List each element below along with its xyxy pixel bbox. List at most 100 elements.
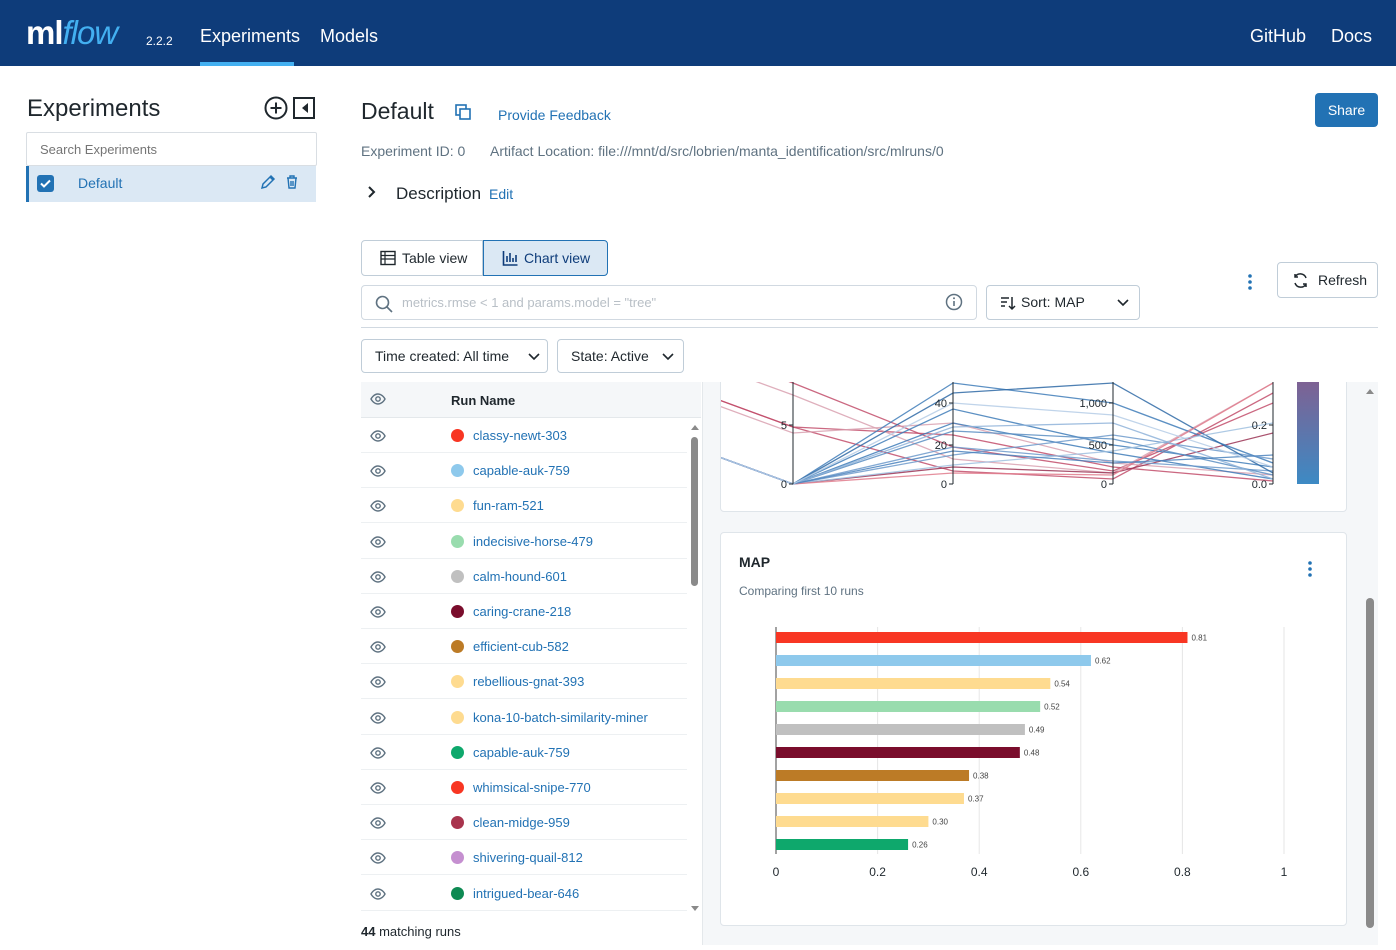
run-row[interactable]: rebellious-gnat-393 xyxy=(361,664,687,700)
visibility-icon[interactable] xyxy=(370,606,386,618)
run-row[interactable]: shivering-quail-812 xyxy=(361,840,687,876)
nav-models[interactable]: Models xyxy=(320,26,379,46)
mlflow-logo[interactable]: mlflow xyxy=(26,14,118,51)
run-name-link[interactable]: calm-hound-601 xyxy=(473,568,567,584)
run-name-link[interactable]: caring-crane-218 xyxy=(473,604,572,619)
visibility-icon[interactable] xyxy=(370,711,386,724)
run-color-dot xyxy=(451,745,464,759)
visibility-icon[interactable] xyxy=(370,676,386,689)
visibility-icon[interactable] xyxy=(370,465,386,477)
run-row[interactable]: caring-crane-218 xyxy=(361,594,687,629)
run-name-link[interactable]: capable-auk-759 xyxy=(473,744,570,760)
bar[interactable]: classy-newt-303 xyxy=(776,632,1188,643)
visibility-icon[interactable] xyxy=(370,571,386,583)
description-edit-link[interactable]: Edit xyxy=(489,186,514,202)
bar[interactable]: fun-ram-521 xyxy=(776,678,1051,689)
info-icon[interactable] xyxy=(945,293,963,311)
parallel-line xyxy=(710,430,1274,485)
bar-value-label: 0.52 xyxy=(1044,703,1060,712)
bar[interactable]: indecisive-horse-479 xyxy=(776,701,1041,712)
charts-scrollbar[interactable] xyxy=(1363,382,1377,945)
run-row[interactable]: fun-ram-521 xyxy=(361,488,687,524)
table-icon xyxy=(380,250,396,266)
run-name-link[interactable]: whimsical-snipe-770 xyxy=(473,780,591,795)
run-name-link[interactable]: indecisive-horse-479 xyxy=(473,533,593,549)
visibility-icon[interactable] xyxy=(370,430,386,442)
edit-icon[interactable] xyxy=(260,174,276,190)
runs-search-input[interactable]: metrics.rmse < 1 and params.model = "tre… xyxy=(361,285,977,320)
visibility-icon[interactable] xyxy=(370,782,386,794)
visibility-icon[interactable] xyxy=(370,641,386,653)
runs-scrollbar[interactable] xyxy=(689,422,701,915)
run-name-link[interactable]: intrigued-bear-646 xyxy=(473,885,580,901)
run-color-dot xyxy=(451,710,464,724)
share-button[interactable]: Share xyxy=(1315,93,1378,127)
visibility-icon[interactable] xyxy=(370,852,386,865)
visibility-icon[interactable] xyxy=(370,535,386,548)
visibility-icon[interactable] xyxy=(370,747,386,759)
provide-feedback-link[interactable]: Provide Feedback xyxy=(498,107,611,123)
bar[interactable]: rebellious-gnat-393 xyxy=(776,793,964,804)
bar[interactable]: efficient-cub-582 xyxy=(776,770,970,781)
visibility-toggle-all-icon[interactable] xyxy=(370,393,386,405)
run-name-link[interactable]: classy-newt-303 xyxy=(473,428,567,443)
bar-value-label: 0.81 xyxy=(1191,634,1207,643)
x-tick-label: 0.4 xyxy=(971,865,988,879)
bar[interactable]: capable-auk-759 xyxy=(776,655,1091,666)
experiment-id: Experiment ID: 0 xyxy=(361,143,466,159)
run-row[interactable]: capable-auk-759 xyxy=(361,453,687,489)
bar[interactable]: calm-hound-601 xyxy=(776,724,1025,735)
trash-icon[interactable] xyxy=(285,174,299,190)
run-row[interactable]: kona-10-batch-similarity-miner xyxy=(361,700,687,735)
parallel-line xyxy=(710,402,1274,476)
visibility-icon[interactable] xyxy=(370,887,386,900)
run-name-link[interactable]: fun-ram-521 xyxy=(473,498,544,514)
run-row[interactable]: capable-auk-759 xyxy=(361,735,687,770)
nav-github[interactable]: GitHub xyxy=(1250,26,1307,46)
chart-options-icon[interactable] xyxy=(1306,560,1314,578)
table-view-button[interactable]: Table view xyxy=(361,240,483,276)
time-created-dropdown[interactable]: Time created: All time xyxy=(361,339,548,373)
run-row[interactable]: calm-hound-601 xyxy=(361,559,687,594)
create-experiment-icon[interactable] xyxy=(264,96,288,120)
parallel-tick-label: 5 xyxy=(781,420,787,432)
matching-runs-count: 44 matching runs xyxy=(361,924,461,939)
run-name-link[interactable]: kona-10-batch-similarity-miner xyxy=(473,709,648,725)
state-dropdown[interactable]: State: Active xyxy=(557,339,684,373)
nav-docs[interactable]: Docs xyxy=(1331,26,1373,46)
runs-table-header: Run Name xyxy=(361,382,701,418)
run-name-link[interactable]: efficient-cub-582 xyxy=(473,639,569,655)
nav-experiments[interactable]: Experiments xyxy=(200,26,301,46)
search-experiments-input[interactable] xyxy=(26,132,317,166)
visibility-icon[interactable] xyxy=(370,817,386,829)
chevron-right-icon[interactable] xyxy=(367,185,377,199)
run-row[interactable]: whimsical-snipe-770 xyxy=(361,770,687,805)
run-name-link[interactable]: rebellious-gnat-393 xyxy=(473,674,585,690)
bar[interactable]: kona-10-batch-similarity-miner xyxy=(776,816,929,827)
run-row[interactable]: indecisive-horse-479 xyxy=(361,524,687,559)
sort-select[interactable]: Sort: MAP xyxy=(986,285,1140,320)
run-row[interactable]: intrigued-bear-646 xyxy=(361,876,687,911)
run-row[interactable]: clean-midge-959 xyxy=(361,805,687,841)
run-color-dot xyxy=(451,781,464,794)
run-row[interactable]: classy-newt-303 xyxy=(361,418,687,453)
visibility-icon[interactable] xyxy=(370,500,386,513)
experiment-checkbox[interactable] xyxy=(37,175,54,192)
bar[interactable]: caring-crane-218 xyxy=(776,747,1020,758)
more-options-icon[interactable] xyxy=(1246,273,1254,291)
chart-view-button[interactable]: Chart view xyxy=(483,240,608,276)
run-name-link[interactable]: capable-auk-759 xyxy=(473,463,570,479)
parallel-coordinates-chart[interactable]: 5 0 40 20 0 1,000 500 0 0.2 0.0 xyxy=(710,382,1348,513)
run-name-link[interactable]: clean-midge-959 xyxy=(473,815,570,831)
sidebar-item-default[interactable]: Default xyxy=(26,166,316,202)
run-row[interactable]: efficient-cub-582 xyxy=(361,629,687,665)
artifact-location: Artifact Location: file:///mnt/d/src/lob… xyxy=(490,143,944,159)
description-toggle[interactable]: Description xyxy=(396,184,482,203)
copy-icon[interactable] xyxy=(455,104,471,120)
collapse-sidebar-icon[interactable] xyxy=(292,96,316,120)
run-name-link[interactable]: shivering-quail-812 xyxy=(473,850,583,866)
run-name-column-header[interactable]: Run Name xyxy=(451,393,516,408)
refresh-button[interactable]: Refresh xyxy=(1277,262,1378,298)
page-title: Default xyxy=(361,98,434,124)
bar[interactable]: capable-auk-759 xyxy=(776,839,909,850)
